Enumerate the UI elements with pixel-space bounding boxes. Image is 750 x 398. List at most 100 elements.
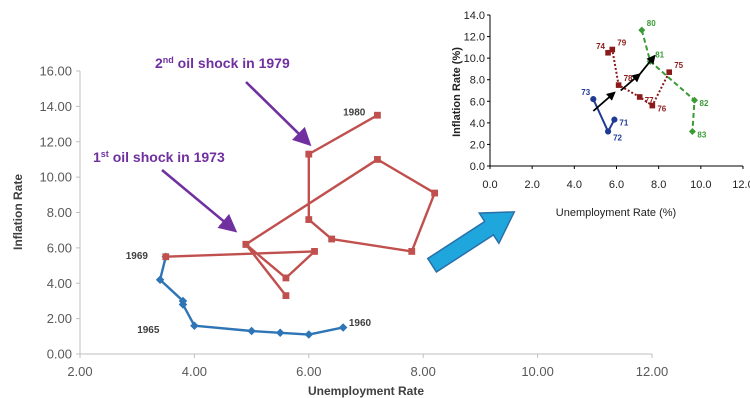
inset-x-tick-label: 4.0	[567, 179, 582, 191]
inset-x-tick-label: 10.0	[690, 179, 711, 191]
inset-y-axis-title: Inflation Rate (%)	[451, 47, 463, 137]
year-label: 1960	[349, 318, 372, 329]
inset-series-1-point	[615, 82, 622, 88]
inset-series-2-line	[640, 29, 696, 132]
inset-x-tick-label: 0.0	[482, 179, 497, 191]
annotation-number: 2	[155, 55, 163, 71]
year-label: 1965	[137, 325, 160, 336]
inset-series-1-point	[666, 69, 673, 75]
main-series-0-point	[178, 296, 188, 306]
main-series-1-point	[328, 235, 336, 243]
main-series-0-point	[155, 275, 165, 284]
main-y-tick-label: 4.00	[47, 276, 72, 291]
main-series-1-point	[408, 248, 416, 255]
year-label: 1969	[126, 251, 149, 262]
main-x-tick-label: 12.00	[636, 364, 669, 379]
main-series-1-point	[305, 216, 313, 223]
inset-series-2-point	[691, 96, 699, 104]
main-series-1-point	[431, 189, 439, 197]
inset-year-label: 83	[697, 130, 706, 139]
inset-x-tick-label: 6.0	[609, 179, 624, 191]
main-series-1-point	[162, 253, 170, 261]
inset-y-tick-label: 0.0	[470, 161, 485, 173]
main-y-tick-label: 6.00	[47, 240, 72, 255]
main-series-0-line	[158, 256, 344, 336]
inset-x-tick-label: 12.0	[732, 179, 750, 191]
annotation-ordinal-suffix: nd	[163, 55, 174, 65]
main-series-1-point	[282, 292, 290, 300]
main-chart: 0.002.004.006.008.0010.0012.0014.0016.00…	[11, 55, 668, 398]
inset-year-label: 75	[674, 61, 683, 70]
annotation-ordinal-suffix: st	[101, 149, 109, 159]
inset-year-label: 79	[617, 39, 626, 48]
main-series-1-point	[242, 240, 250, 248]
inset-year-label: 81	[655, 50, 664, 59]
main-x-tick-label: 2.00	[67, 364, 92, 379]
inset-series-2-point	[638, 26, 646, 34]
annotation-phrase: oil shock in 1979	[174, 55, 290, 71]
inset-year-label: 82	[700, 99, 709, 108]
main-y-tick-label: 14.00	[39, 99, 72, 114]
main-x-tick-label: 4.00	[182, 364, 207, 379]
annotation-text: 1st oil shock in 1973	[93, 149, 225, 165]
main-series-1-point	[305, 150, 313, 158]
inset-trend-arrow	[620, 73, 642, 92]
inset-year-label: 73	[581, 88, 590, 97]
main-y-tick-label: 10.00	[39, 170, 72, 185]
main-series-1-point	[374, 111, 381, 119]
inset-y-tick-label: 4.0	[470, 118, 485, 130]
inset-series-0-line	[592, 98, 616, 134]
connector-arrow-group	[426, 211, 516, 273]
main-x-tick-label: 8.00	[411, 364, 436, 379]
inset-year-label: 77	[645, 96, 654, 105]
year-label: 1980	[343, 108, 366, 119]
inset-year-label: 76	[657, 105, 666, 114]
main-y-tick-label: 8.00	[47, 205, 72, 220]
main-series-0-point	[338, 323, 348, 332]
inset-y-tick-label: 12.0	[464, 32, 485, 44]
main-y-tick-label: 12.00	[39, 134, 72, 149]
main-x-tick-label: 6.00	[296, 364, 321, 379]
inset-year-label: 74	[596, 42, 605, 51]
inset-chart: 0.0 2.0 4.0 6.0 8.0 10.0 12.0 14.0 0.0 2.0 4.0 6.0 8…	[451, 10, 750, 219]
inset-series-1-point	[636, 94, 643, 100]
main-series-0-point	[275, 328, 285, 338]
inset-y-tick-label: 2.0	[470, 139, 485, 151]
inset-trend-arrow	[592, 91, 616, 112]
inset-y-tick-label: 8.0	[470, 75, 485, 87]
annotation-number: 1	[93, 149, 101, 165]
inset-series-1-point	[605, 49, 611, 56]
inset-series-0-point	[590, 96, 597, 103]
inset-trend-arrow	[638, 54, 656, 75]
inset-series-0-point	[604, 128, 612, 135]
main-series-0-point	[304, 330, 314, 339]
inset-year-label: 72	[613, 133, 622, 142]
main-series-1-point	[311, 248, 318, 255]
inset-series-0-point	[611, 116, 618, 123]
inset-series-1-point	[649, 102, 656, 109]
main-series-0-point	[247, 326, 256, 336]
main-series-1-point	[282, 274, 290, 282]
inset-year-label: 80	[647, 19, 656, 28]
inset-y-tick-label: 10.0	[464, 53, 485, 65]
main-series-1-point	[374, 156, 381, 163]
inset-x-axis-title: Unemployment Rate (%)	[556, 207, 676, 219]
main-x-tick-label: 10.00	[521, 364, 554, 379]
annotation-arrow	[161, 169, 238, 233]
main-series-0-point	[190, 321, 199, 330]
main-y-tick-label: 0.00	[47, 347, 72, 362]
connector-arrow	[426, 211, 516, 273]
inset-x-tick-label: 8.0	[651, 179, 666, 191]
annotation-text: 2nd oil shock in 1979	[155, 55, 290, 71]
main-y-axis-title: Inflation Rate	[11, 174, 25, 250]
inset-series-1-point	[609, 46, 616, 53]
inset-y-tick-label: 14.0	[464, 10, 485, 22]
inset-year-label: 78	[624, 74, 633, 83]
annotation-arrow	[245, 81, 312, 147]
main-y-tick-label: 2.00	[47, 311, 72, 326]
main-x-axis-title: Unemployment Rate	[308, 384, 424, 398]
inset-year-label: 71	[619, 119, 628, 128]
inset-y-tick-label: 6.0	[470, 96, 485, 108]
inset-series-2-point	[688, 127, 696, 135]
